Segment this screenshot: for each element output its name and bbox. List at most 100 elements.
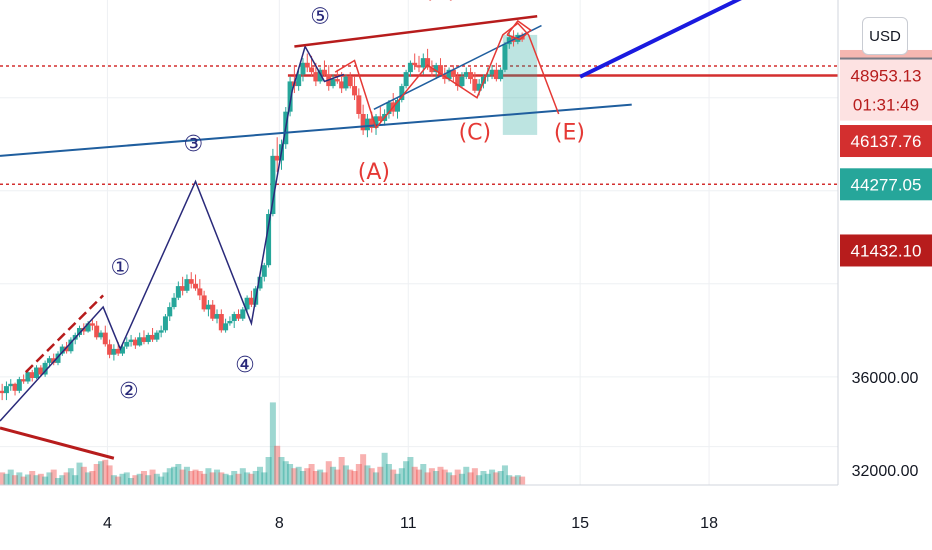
level-lines <box>0 34 838 186</box>
candle-body <box>304 62 310 68</box>
price-label-box <box>840 168 932 201</box>
volume-bar <box>304 468 311 485</box>
candle-body <box>34 367 40 378</box>
candle-body <box>85 323 91 332</box>
volume-bar <box>192 469 199 485</box>
candle-body <box>502 44 508 70</box>
candle-body <box>12 383 18 391</box>
volume-bar <box>166 468 173 485</box>
volume-bar <box>196 471 203 485</box>
candle-body <box>231 314 237 322</box>
grid <box>0 0 838 485</box>
price-label-box <box>840 59 932 92</box>
candle-body <box>493 69 499 80</box>
volume-bar <box>201 473 208 485</box>
price-label: 46137.76 <box>851 132 922 151</box>
candle-body <box>180 286 186 291</box>
wave-label: (C) <box>459 121 492 146</box>
candle-body <box>420 58 426 68</box>
volume-bar <box>390 469 397 485</box>
volume-bar <box>476 475 483 485</box>
price-label-box <box>840 125 932 158</box>
candle-body <box>244 297 250 310</box>
candle-body <box>412 62 418 66</box>
x-tick-label: 4 <box>103 515 112 532</box>
candle-body <box>248 297 254 305</box>
candle-body <box>188 279 194 284</box>
d-triangle <box>506 19 532 41</box>
volume-bar <box>119 473 126 485</box>
volume-bar <box>85 472 92 485</box>
candle-body <box>210 304 216 319</box>
candle-body <box>223 323 229 331</box>
volume-bar <box>519 476 526 485</box>
volume-bar <box>59 475 66 485</box>
candle-body <box>356 95 362 114</box>
volume-bar <box>398 468 405 485</box>
candle-body <box>309 67 315 73</box>
volume-bar <box>385 464 392 485</box>
price-label-box <box>840 88 932 121</box>
volume-bar <box>248 473 255 485</box>
candle-body <box>321 69 327 75</box>
volume-bar <box>381 452 388 485</box>
volume-bar <box>235 473 242 485</box>
candle-body <box>150 334 156 340</box>
x-tick-label: 8 <box>275 515 284 532</box>
volume-bar <box>16 472 23 485</box>
volume-bar <box>205 468 212 485</box>
volume-bar <box>76 462 83 485</box>
volume-bar <box>261 472 268 485</box>
candle-body <box>416 65 422 68</box>
volume-bar <box>480 471 487 485</box>
volume-bar <box>458 473 465 485</box>
candle-body <box>373 116 379 128</box>
volume-bar <box>72 475 79 485</box>
candle-body <box>42 362 48 375</box>
volume-bar <box>299 471 306 485</box>
lower-trend-line <box>0 426 115 460</box>
candle-body <box>240 309 246 319</box>
volume-bar <box>46 472 53 485</box>
candle-body <box>158 330 164 333</box>
candle-body <box>317 69 323 82</box>
candle-body <box>145 334 151 342</box>
candle-body <box>119 346 125 354</box>
candle-body <box>46 358 52 363</box>
volume-bar <box>231 471 238 485</box>
volume-bar <box>334 469 341 485</box>
candle-body <box>171 297 177 308</box>
volume-bars <box>0 402 526 485</box>
candle-body <box>132 339 138 346</box>
volume-bar <box>37 473 44 485</box>
candle-body <box>395 100 401 112</box>
volume-bar <box>93 464 100 485</box>
volume-bar <box>33 475 40 485</box>
candle-body <box>55 353 61 363</box>
volume-bar <box>274 445 281 485</box>
currency-button[interactable]: USD <box>862 17 908 55</box>
candle-body <box>193 283 199 289</box>
volume-bar <box>20 476 27 485</box>
y-tick-label: 36000.00 <box>852 370 919 387</box>
candle-body <box>506 37 512 45</box>
drawings <box>0 0 742 460</box>
volume-bar <box>497 471 504 485</box>
candle-body <box>29 372 35 378</box>
candle-body <box>102 332 108 345</box>
candle-body <box>360 113 366 131</box>
candle-body <box>128 339 134 342</box>
volume-bar <box>110 475 117 485</box>
volume-bar <box>239 468 246 485</box>
x-tick-label: 15 <box>571 515 589 532</box>
volume-bar <box>394 473 401 485</box>
price-label: 01:31:49 <box>853 96 919 115</box>
candle-body <box>485 74 491 77</box>
volume-bar <box>420 464 427 485</box>
volume-bar <box>282 461 289 485</box>
volume-bar <box>244 472 251 485</box>
trend-line <box>0 103 632 157</box>
candle-body <box>377 116 383 121</box>
